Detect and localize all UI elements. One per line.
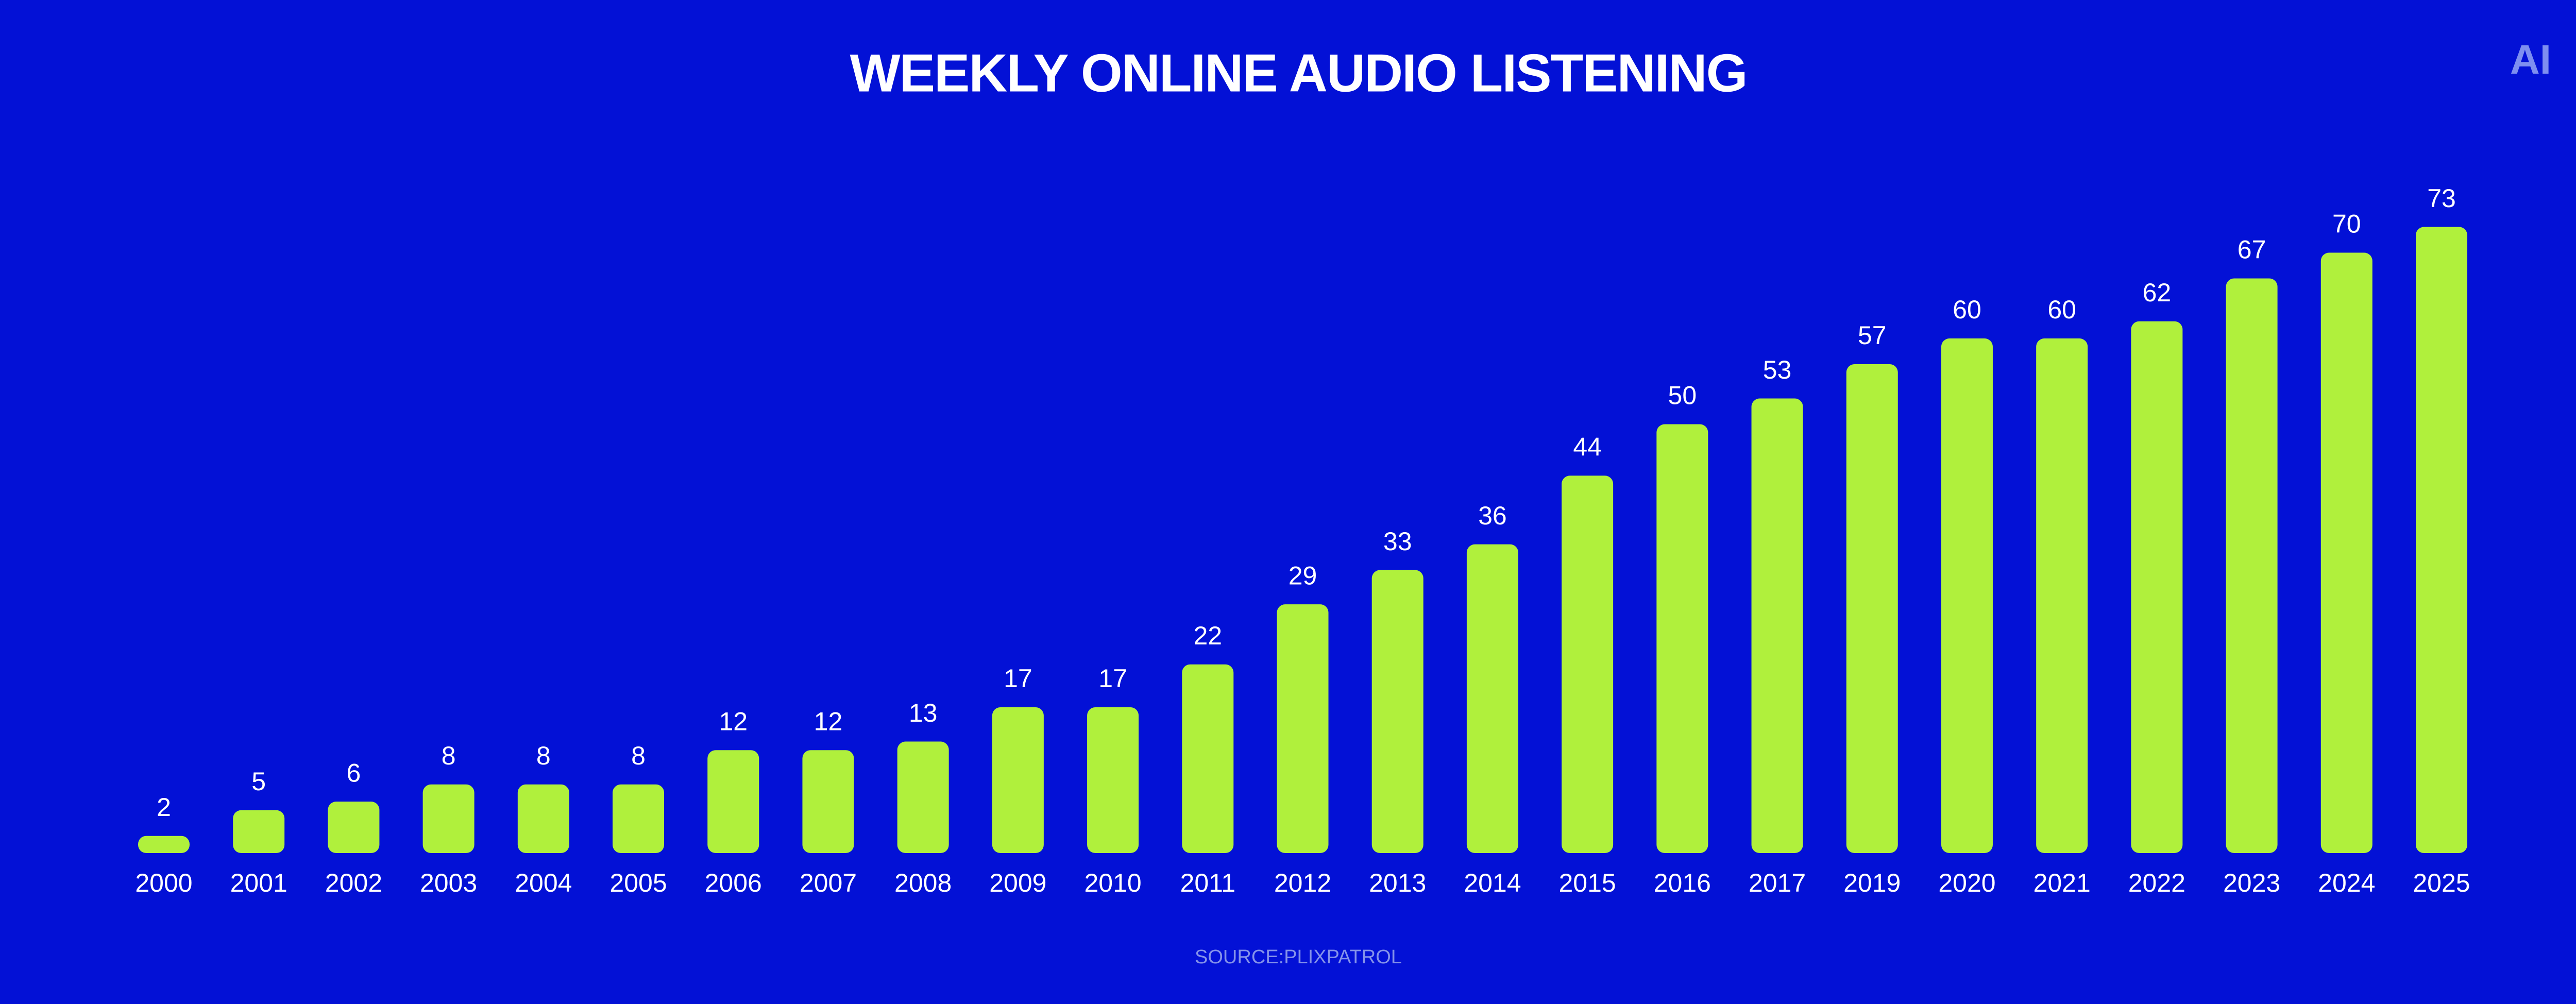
logo: AI [2510,37,2551,82]
x-tick-label: 2016 [1654,869,1711,897]
value-label: 6 [347,758,361,787]
value-label: 60 [2047,295,2076,324]
bar [1562,475,1614,853]
bar [1182,664,1234,853]
bar [2320,252,2372,853]
bar [2226,278,2278,854]
bar [422,784,474,853]
value-label: 29 [1289,561,1317,590]
bar [1277,604,1329,853]
value-label: 36 [1478,501,1507,530]
value-label: 13 [909,699,938,727]
value-label: 22 [1193,621,1222,650]
bar [2131,321,2183,854]
x-tick-label: 2025 [2413,869,2470,897]
value-label: 62 [2143,278,2172,307]
bar [1087,707,1139,853]
x-tick-label: 2015 [1559,869,1616,897]
bar [1371,570,1423,853]
value-label: 33 [1383,527,1412,556]
value-label: 2 [157,793,171,822]
value-label: 50 [1668,381,1697,410]
x-tick-label: 2024 [2318,869,2375,897]
bar [613,784,665,853]
x-tick-label: 2020 [1938,869,1995,897]
value-label: 12 [814,707,843,736]
value-label: 70 [2332,210,2361,239]
value-label: 8 [442,741,456,770]
value-label: 57 [1858,321,1887,350]
source: SOURCE:PLIXPATROL [1195,946,1402,968]
bar [897,741,949,853]
bar [1751,398,1803,853]
bar [138,836,190,853]
x-tick-label: 2004 [515,869,572,897]
value-label: 44 [1573,433,1602,462]
value-label: 5 [251,767,266,796]
bar [802,750,854,853]
bar [1846,364,1898,853]
x-tick-label: 2000 [135,869,192,897]
x-tick-label: 2008 [894,869,952,897]
x-tick-label: 2002 [325,869,382,897]
x-tick-label: 2012 [1274,869,1331,897]
x-tick-label: 2007 [800,869,857,897]
value-label: 8 [631,741,646,770]
value-label: 12 [719,707,748,736]
x-tick-label: 2023 [2223,869,2280,897]
x-tick-label: 2005 [609,869,667,897]
bar [992,707,1044,853]
x-tick-label: 2010 [1084,869,1141,897]
x-tick-label: 2009 [989,869,1046,897]
value-label: 8 [536,741,551,770]
x-tick-label: 2022 [2128,869,2185,897]
x-tick-label: 2019 [1843,869,1901,897]
bar [1941,338,1993,853]
x-tick-label: 2014 [1464,869,1521,897]
value-label: 17 [1004,664,1032,693]
bar [233,810,285,853]
x-tick-label: 2001 [230,869,287,897]
x-tick-label: 2003 [420,869,477,897]
x-tick-label: 2013 [1369,869,1426,897]
value-label: 53 [1763,355,1792,384]
bar [1466,544,1518,853]
bar [328,802,380,853]
bar [2416,227,2467,853]
bar [517,784,569,853]
chart-title: WEEKLY ONLINE AUDIO LISTENING [850,43,1747,103]
x-tick-label: 2006 [705,869,762,897]
bar [1656,424,1708,853]
value-label: 73 [2427,184,2456,213]
bar [707,750,759,853]
bar [2036,338,2088,853]
x-tick-label: 2011 [1180,869,1236,897]
x-tick-label: 2017 [1749,869,1806,897]
value-label: 17 [1098,664,1127,693]
value-label: 67 [2238,235,2266,264]
x-tick-label: 2021 [2033,869,2091,897]
value-label: 60 [1953,295,1981,324]
